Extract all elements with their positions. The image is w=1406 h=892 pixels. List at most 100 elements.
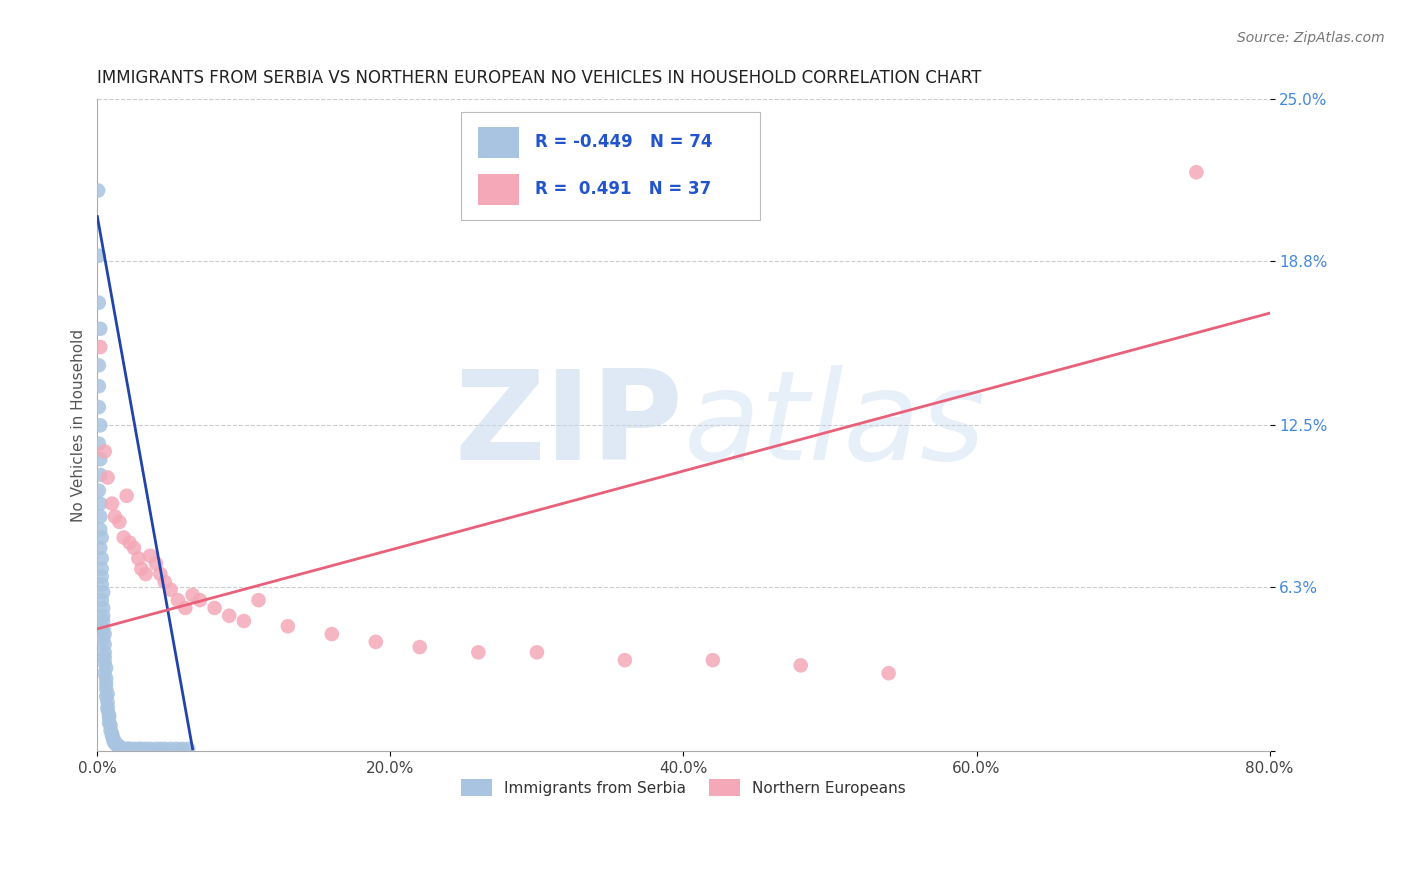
- Point: [90, 562, 112, 576]
- Point: [89, 322, 111, 336]
- Point: [93, 656, 115, 670]
- Point: [112, 531, 135, 545]
- Point: [89, 541, 111, 555]
- Point: [167, 593, 190, 607]
- Point: [122, 742, 145, 756]
- Text: R =  0.491   N = 37: R = 0.491 N = 37: [534, 180, 711, 198]
- Point: [89, 418, 111, 433]
- Point: [108, 515, 131, 529]
- Point: [89, 523, 111, 537]
- Point: [181, 588, 204, 602]
- Text: IMMIGRANTS FROM SERBIA VS NORTHERN EUROPEAN NO VEHICLES IN HOUSEHOLD CORRELATION: IMMIGRANTS FROM SERBIA VS NORTHERN EUROP…: [97, 69, 981, 87]
- Point: [104, 737, 127, 751]
- Point: [105, 737, 128, 751]
- Point: [790, 658, 813, 673]
- Point: [153, 742, 176, 756]
- Point: [877, 666, 900, 681]
- Point: [100, 718, 122, 732]
- Point: [100, 723, 122, 738]
- Point: [91, 601, 114, 615]
- Point: [135, 742, 157, 756]
- Point: [103, 731, 125, 746]
- Point: [149, 567, 172, 582]
- Point: [188, 593, 211, 607]
- Point: [204, 601, 226, 615]
- Point: [94, 661, 117, 675]
- Text: atlas: atlas: [683, 365, 986, 486]
- Point: [93, 444, 115, 458]
- Point: [159, 742, 181, 756]
- Point: [174, 601, 197, 615]
- Point: [153, 574, 176, 589]
- Point: [93, 645, 115, 659]
- Point: [111, 742, 134, 756]
- Point: [104, 509, 127, 524]
- Point: [115, 742, 138, 756]
- Point: [91, 632, 114, 647]
- Point: [91, 608, 114, 623]
- Point: [118, 535, 141, 549]
- Point: [117, 742, 139, 756]
- Point: [172, 742, 194, 756]
- Legend: Immigrants from Serbia, Northern Europeans: Immigrants from Serbia, Northern Europea…: [456, 772, 911, 803]
- Point: [110, 742, 132, 756]
- Point: [702, 653, 724, 667]
- Point: [93, 627, 115, 641]
- Point: [177, 742, 200, 756]
- Text: R = -0.449   N = 74: R = -0.449 N = 74: [534, 133, 711, 152]
- Point: [93, 638, 115, 652]
- Point: [87, 359, 110, 373]
- Point: [321, 627, 343, 641]
- Point: [135, 567, 157, 582]
- Point: [112, 742, 135, 756]
- Point: [131, 562, 153, 576]
- Point: [103, 734, 125, 748]
- Point: [89, 497, 111, 511]
- Point: [526, 645, 548, 659]
- Point: [97, 687, 120, 701]
- Point: [107, 739, 129, 754]
- Point: [97, 700, 120, 714]
- Point: [149, 742, 172, 756]
- Point: [277, 619, 299, 633]
- Point: [87, 483, 110, 498]
- Point: [232, 614, 254, 628]
- Point: [89, 467, 111, 482]
- Point: [90, 531, 112, 545]
- Point: [90, 551, 112, 566]
- Point: [87, 295, 110, 310]
- Point: [97, 703, 120, 717]
- Point: [98, 715, 121, 730]
- Point: [91, 585, 114, 599]
- Point: [613, 653, 636, 667]
- Point: [94, 690, 117, 704]
- Point: [90, 569, 112, 583]
- Point: [91, 614, 114, 628]
- Point: [409, 640, 432, 654]
- Y-axis label: No Vehicles in Household: No Vehicles in Household: [72, 329, 86, 522]
- Point: [89, 452, 111, 467]
- Point: [94, 681, 117, 696]
- Point: [87, 379, 110, 393]
- Point: [364, 635, 387, 649]
- Point: [90, 593, 112, 607]
- Point: [139, 742, 162, 756]
- Point: [166, 742, 188, 756]
- Point: [127, 551, 149, 566]
- Point: [89, 509, 111, 524]
- Point: [247, 593, 270, 607]
- Point: [122, 541, 145, 555]
- Point: [131, 742, 153, 756]
- Point: [94, 676, 117, 690]
- Point: [87, 249, 110, 263]
- Point: [93, 666, 115, 681]
- FancyBboxPatch shape: [461, 112, 759, 219]
- Point: [98, 707, 121, 722]
- Point: [101, 726, 124, 740]
- Point: [98, 710, 121, 724]
- Point: [94, 672, 117, 686]
- Point: [218, 608, 240, 623]
- Point: [101, 729, 124, 743]
- Point: [87, 436, 110, 450]
- Point: [127, 742, 149, 756]
